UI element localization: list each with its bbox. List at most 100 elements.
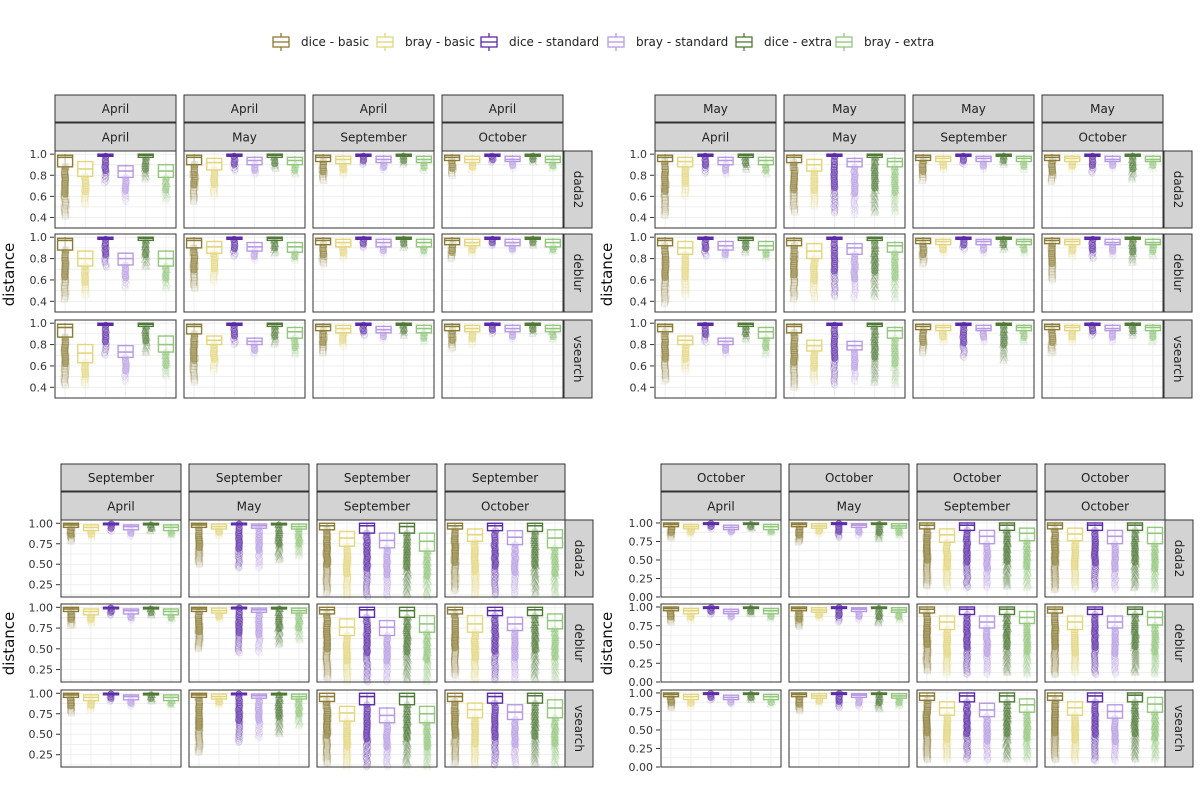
box-body <box>340 531 355 546</box>
inner-strip-label: September <box>340 131 406 145</box>
outer-strip-label: April <box>360 102 387 116</box>
box-body <box>488 607 503 615</box>
facet-panel <box>184 320 305 398</box>
legend-label: dice - extra <box>764 35 832 49</box>
inner-strip-label: May <box>237 500 262 514</box>
inner-strip-label: October <box>481 500 529 514</box>
legend-item: dice - basic <box>273 33 369 51</box>
facet-panel <box>61 604 181 682</box>
facet-panel <box>184 234 305 312</box>
facet-panel <box>442 320 563 398</box>
y-tick-label: 1.0 <box>630 317 648 330</box>
row-strip-label: deblur <box>572 624 586 663</box>
facet-panel <box>1042 151 1163 228</box>
outer-strip-label: May <box>832 102 857 116</box>
inner-strip-label: April <box>102 131 129 145</box>
box-body <box>445 238 460 244</box>
facet-panel <box>55 234 176 312</box>
legend-item: dice - standard <box>481 33 599 51</box>
box-body <box>320 523 335 530</box>
y-tick-label: 1.00 <box>29 517 54 530</box>
legend-item: bray - extra <box>836 33 934 51</box>
box-body <box>360 523 375 533</box>
box-body <box>420 533 435 551</box>
facet-panel <box>317 604 437 685</box>
y-tick-label: 0.8 <box>630 169 648 182</box>
box-body <box>316 155 331 161</box>
y-tick-label: 0.25 <box>29 579 54 592</box>
row-strip-label: deblur <box>1171 254 1185 293</box>
box-body <box>528 607 543 615</box>
legend-item: bray - basic <box>377 33 475 51</box>
facet-panel <box>913 151 1034 228</box>
panel-background <box>189 604 309 682</box>
legend-label: bray - standard <box>636 35 728 49</box>
box-body <box>400 523 415 533</box>
facet-panel <box>313 320 434 398</box>
row-strip-label: dada2 <box>572 540 586 578</box>
row-strip-label: dada2 <box>571 171 585 209</box>
legend-label: bray - basic <box>405 35 475 49</box>
panel-background <box>189 520 309 597</box>
outer-strip-label: April <box>489 102 516 116</box>
box-body <box>887 158 902 166</box>
box-body <box>847 158 862 166</box>
panel-background <box>913 320 1034 398</box>
facet-panel <box>189 690 309 767</box>
box-body <box>445 324 460 330</box>
box-body <box>787 324 802 333</box>
facet-block: distanceSeptemberAprilSeptemberMaySeptem… <box>0 464 593 770</box>
box-body <box>658 155 673 161</box>
box-body <box>758 327 773 338</box>
facet-panel <box>313 151 434 228</box>
box-body <box>887 327 902 338</box>
legend-item: bray - standard <box>608 33 728 51</box>
facet-panel <box>913 234 1034 312</box>
legend-label: dice - basic <box>301 35 369 49</box>
row-strip-label: dada2 <box>1171 171 1185 209</box>
inner-strip-label: April <box>702 131 729 145</box>
y-tick-label: 0.25 <box>29 664 54 677</box>
legend-label: bray - extra <box>864 35 934 49</box>
legend-label: dice - standard <box>509 35 599 49</box>
box-body <box>548 530 563 548</box>
outer-strip-label: September <box>344 471 410 485</box>
facet-panel <box>55 151 176 228</box>
y-tick-label: 0.6 <box>630 190 648 203</box>
inner-strip-label: October <box>1078 131 1126 145</box>
facet-panel <box>184 151 305 228</box>
inner-strip-label: May <box>832 131 857 145</box>
facet-panel <box>317 520 437 600</box>
facet-panel <box>61 520 181 597</box>
y-tick-label: 1.0 <box>30 148 48 161</box>
outer-strip-label: May <box>1090 102 1115 116</box>
y-tick-label: 0.4 <box>30 295 48 308</box>
box-body <box>380 621 395 636</box>
panel-background <box>1042 234 1163 312</box>
facet-panel <box>1042 234 1163 312</box>
outer-strip-label: May <box>703 102 728 116</box>
y-tick-label: 0.50 <box>29 728 54 741</box>
facet-panel <box>784 234 905 312</box>
box-body <box>448 607 463 614</box>
facet-panel <box>442 234 563 312</box>
facet-panel <box>189 520 309 597</box>
outer-strip-label: April <box>102 102 129 116</box>
box-body <box>658 324 673 331</box>
y-tick-label: 0.8 <box>30 253 48 266</box>
y-tick-label: 1.0 <box>30 317 48 330</box>
row-strip-label: vsearch <box>1171 336 1185 383</box>
row-strip-label: deblur <box>571 254 585 293</box>
row-strip-label: vsearch <box>572 705 586 752</box>
box-body <box>316 324 331 330</box>
panel-background <box>913 151 1034 228</box>
box-body <box>847 244 862 255</box>
facet-panel <box>189 604 309 682</box>
y-axis-title: distance <box>0 243 18 307</box>
facet-panel <box>442 151 563 228</box>
panel-background <box>61 690 181 767</box>
inner-strip-label: April <box>107 500 134 514</box>
y-tick-label: 0.8 <box>30 339 48 352</box>
y-axis-title: distance <box>598 243 616 307</box>
